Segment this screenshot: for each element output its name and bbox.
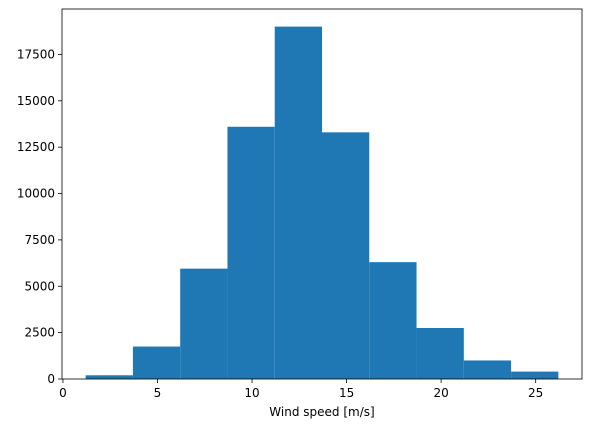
y-tick-label: 0 (47, 372, 55, 386)
y-tick-label: 10000 (17, 187, 55, 201)
bar (511, 371, 559, 379)
plot-frame (61, 8, 583, 380)
bar (132, 346, 181, 379)
bar (227, 126, 275, 379)
bar (85, 375, 133, 379)
x-tick-label: 5 (154, 386, 162, 400)
bar (180, 268, 228, 379)
bar (416, 327, 464, 379)
bar (369, 262, 417, 379)
x-tick-label: 0 (59, 386, 67, 400)
x-tick-label: 10 (244, 386, 259, 400)
x-tick-label: 25 (528, 386, 543, 400)
y-tick-label: 15000 (17, 94, 55, 108)
bar (322, 132, 370, 379)
x-tick-label: 20 (433, 386, 448, 400)
y-tick-label: 12500 (17, 140, 55, 154)
y-tick-label: 7500 (24, 233, 55, 247)
bar (463, 360, 512, 379)
bar (274, 26, 322, 379)
x-axis-label: Wind speed [m/s] (269, 405, 374, 419)
y-tick-label: 5000 (24, 279, 55, 293)
x-tick-label: 15 (339, 386, 354, 400)
y-tick-label: 2500 (24, 326, 55, 340)
y-tick-label: 17500 (17, 47, 55, 61)
